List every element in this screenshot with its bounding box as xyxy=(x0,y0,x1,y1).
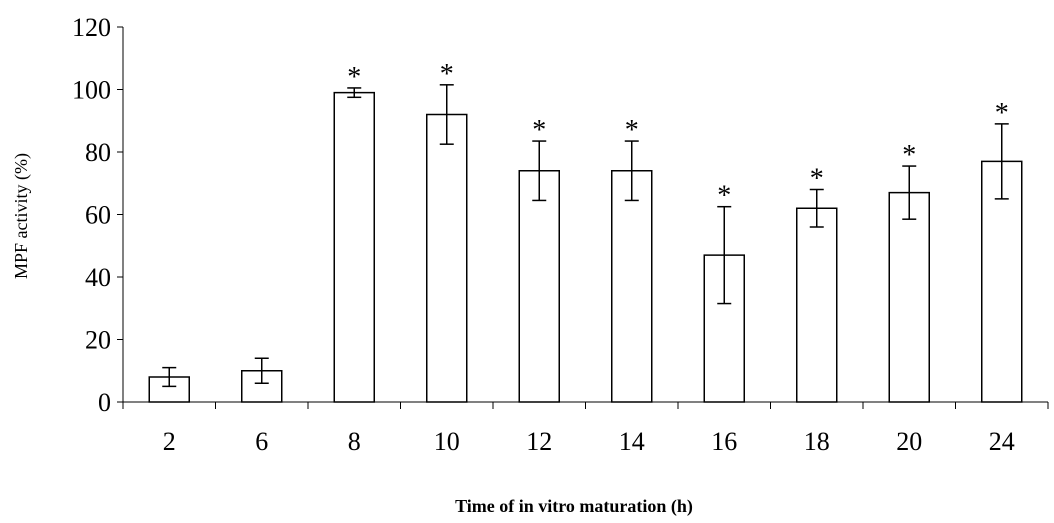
bar xyxy=(426,113,468,403)
significance-marker: * xyxy=(717,181,731,212)
y-tick-label: 100 xyxy=(72,76,111,105)
x-tick-label: 14 xyxy=(619,427,645,456)
x-tick-label: 2 xyxy=(163,427,176,456)
x-axis: 2 6 8 10 12 14 16 18 20 24 xyxy=(122,401,1049,456)
x-tick-label: 16 xyxy=(711,427,737,456)
x-tick-label: 8 xyxy=(348,427,361,456)
y-tick-label: 60 xyxy=(85,201,111,230)
y-tick-label: 0 xyxy=(98,388,111,417)
significance-marker: * xyxy=(347,62,361,93)
x-tick-label: 6 xyxy=(255,427,268,456)
x-axis-title: Time of in vitro maturation (h) xyxy=(455,496,693,517)
significance-marker: * xyxy=(995,98,1009,129)
x-tick-label: 24 xyxy=(989,427,1015,456)
y-axis: 0 20 40 60 80 100 120 xyxy=(72,13,124,417)
y-tick-label: 80 xyxy=(85,138,111,167)
bar xyxy=(981,160,1023,403)
significance-marker: * xyxy=(810,164,824,195)
x-tick-label: 20 xyxy=(896,427,922,456)
bar xyxy=(796,207,838,403)
bar xyxy=(333,91,375,403)
y-tick-label: 20 xyxy=(85,326,111,355)
y-tick-label: 40 xyxy=(85,263,111,292)
significance-marker: * xyxy=(625,115,639,146)
y-tick-label: 120 xyxy=(72,13,111,42)
bars: * * * * * * * * xyxy=(148,59,1023,403)
x-tick-label: 12 xyxy=(526,427,552,456)
x-tick-label: 10 xyxy=(434,427,460,456)
bar xyxy=(611,170,653,403)
significance-marker: * xyxy=(532,115,546,146)
significance-marker: * xyxy=(902,140,916,171)
bar xyxy=(518,170,560,403)
bar xyxy=(888,191,930,403)
significance-marker: * xyxy=(440,59,454,90)
x-tick-label: 18 xyxy=(804,427,830,456)
y-axis-title: MPF activity (%) xyxy=(11,153,32,279)
